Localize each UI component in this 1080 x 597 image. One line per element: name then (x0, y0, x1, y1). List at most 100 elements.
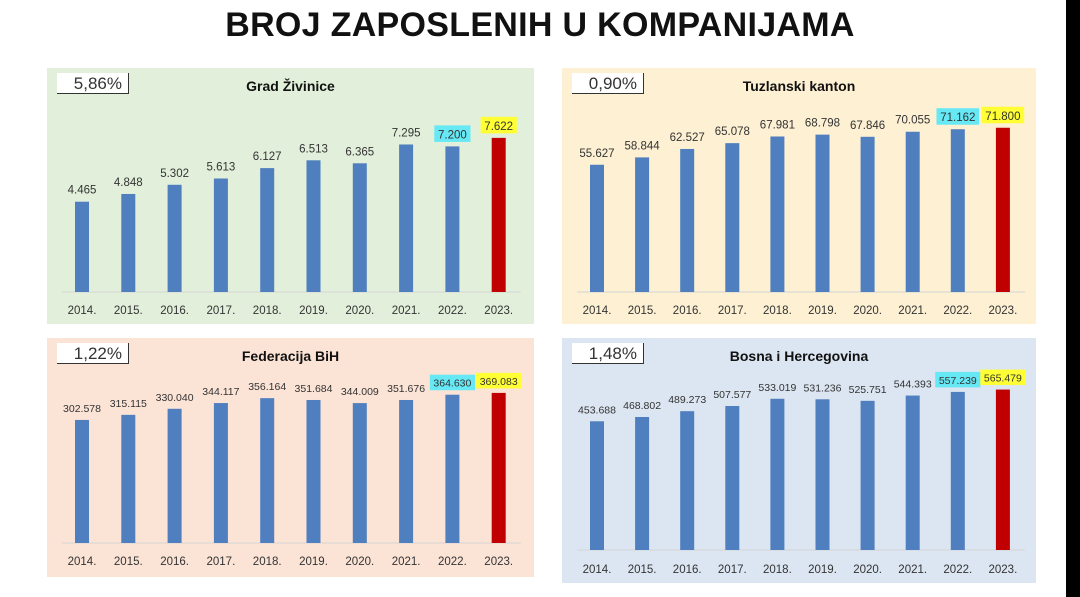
bar-2018 (260, 398, 275, 543)
data-label: 356.164 (248, 381, 286, 393)
chart-svg: 4.465 2014. 4.848 2015. 5.302 2016. 5.613 2017.… (47, 68, 534, 324)
bar-2016 (680, 411, 695, 550)
data-label: 4.848 (114, 177, 143, 189)
x-tick-label: 2014. (583, 305, 612, 317)
bar-2014 (590, 164, 604, 292)
x-tick-label: 2019. (299, 305, 328, 317)
x-tick-label: 2020. (345, 556, 374, 568)
x-tick-label: 2023. (484, 305, 513, 317)
data-label: 7.622 (484, 121, 513, 133)
x-tick-label: 2020. (853, 564, 882, 576)
bar-2022 (950, 129, 965, 292)
x-tick-label: 2017. (207, 556, 236, 568)
data-label: 71.800 (985, 111, 1020, 123)
x-tick-label: 2016. (673, 305, 702, 317)
x-tick-label: 2019. (299, 556, 328, 568)
x-tick-label: 2018. (763, 305, 792, 317)
bar-2022 (950, 391, 965, 550)
growth-rate-box: 0,90% (572, 73, 644, 94)
bar-2020 (352, 403, 367, 543)
x-tick-label: 2016. (160, 556, 189, 568)
growth-rate-box: 5,86% (57, 73, 129, 94)
chart-svg: 302.578 2014. 315.115 2015. 330.040 2016. 344.… (47, 338, 534, 577)
data-label: 7.295 (392, 127, 421, 139)
bar-2016 (167, 184, 182, 292)
data-label: 507.577 (713, 389, 751, 401)
bar-2021 (399, 399, 414, 543)
data-label: 7.200 (438, 129, 467, 141)
bar-2018 (770, 136, 785, 292)
data-label: 453.688 (578, 404, 616, 416)
data-label: 468.802 (623, 400, 661, 412)
data-label-highlight (434, 125, 471, 142)
data-label-highlight (935, 371, 981, 388)
data-label: 565.479 (984, 373, 1022, 385)
chart-background (562, 68, 1036, 324)
bar-2015 (121, 193, 136, 292)
x-tick-label: 2017. (718, 305, 747, 317)
bar-2022 (445, 394, 460, 543)
x-tick-label: 2018. (253, 556, 282, 568)
x-tick-label: 2019. (808, 305, 837, 317)
data-label: 55.627 (579, 148, 614, 160)
bar-2023 (491, 137, 506, 292)
data-label: 302.578 (63, 403, 101, 415)
bar-2015 (635, 157, 650, 292)
bar-2021 (399, 144, 414, 292)
data-label: 5.302 (160, 168, 189, 180)
x-tick-label: 2014. (68, 305, 97, 317)
x-tick-label: 2022. (438, 305, 467, 317)
growth-rate-box: 1,22% (57, 343, 129, 364)
x-tick-label: 2015. (114, 305, 143, 317)
x-tick-label: 2023. (989, 305, 1018, 317)
chart-title: Tuzlanski kanton (742, 78, 856, 94)
data-label-highlight (936, 108, 980, 125)
bar-2017 (213, 403, 228, 543)
x-tick-label: 2023. (989, 564, 1018, 576)
bar-2020 (860, 136, 875, 292)
data-label: 315.115 (110, 398, 147, 410)
bar-2016 (680, 148, 695, 292)
bar-2017 (725, 143, 740, 292)
x-tick-label: 2022. (438, 556, 467, 568)
bar-2017 (725, 405, 740, 550)
x-tick-label: 2022. (943, 305, 972, 317)
page-title: BROJ ZAPOSLENIH U KOMPANIJAMA (225, 6, 855, 44)
data-label: 71.162 (940, 112, 975, 124)
chart-panel-bosna-i-hercegovina: 453.688 2014. 468.802 2015. 489.273 2016. 507.… (562, 338, 1036, 583)
x-tick-label: 2016. (673, 564, 702, 576)
data-label-highlight (429, 374, 475, 391)
bar-2015 (121, 414, 136, 543)
x-tick-label: 2023. (484, 556, 513, 568)
x-tick-label: 2018. (763, 564, 792, 576)
data-label: 531.236 (804, 382, 842, 394)
data-label: 557.239 (939, 375, 977, 387)
bar-2020 (352, 163, 367, 292)
data-label: 67.846 (850, 120, 885, 132)
bar-2014 (590, 421, 604, 550)
bar-2023 (491, 392, 506, 543)
data-label-highlight (980, 369, 1026, 386)
data-label-highlight (480, 116, 517, 134)
chart-background (47, 68, 534, 324)
data-label: 6.365 (345, 146, 374, 158)
growth-rate-box: 1,48% (572, 343, 644, 364)
x-tick-label: 2016. (160, 305, 189, 317)
data-label: 351.676 (387, 383, 425, 395)
x-tick-label: 2014. (68, 556, 97, 568)
data-label-highlight (476, 372, 522, 389)
x-tick-label: 2017. (718, 564, 747, 576)
data-label: 369.083 (480, 376, 518, 388)
bar-2014 (75, 419, 89, 543)
data-label: 351.684 (295, 383, 333, 395)
data-label: 544.393 (894, 379, 932, 391)
data-label: 6.127 (253, 151, 282, 163)
chart-title: Federacija BiH (241, 348, 340, 364)
data-label: 330.040 (156, 392, 194, 404)
data-label: 4.465 (68, 185, 97, 197)
bar-2016 (167, 408, 182, 543)
screen-edge (1066, 0, 1080, 597)
data-label: 5.613 (207, 161, 236, 173)
data-label: 489.273 (668, 394, 706, 406)
bar-2021 (905, 395, 920, 550)
